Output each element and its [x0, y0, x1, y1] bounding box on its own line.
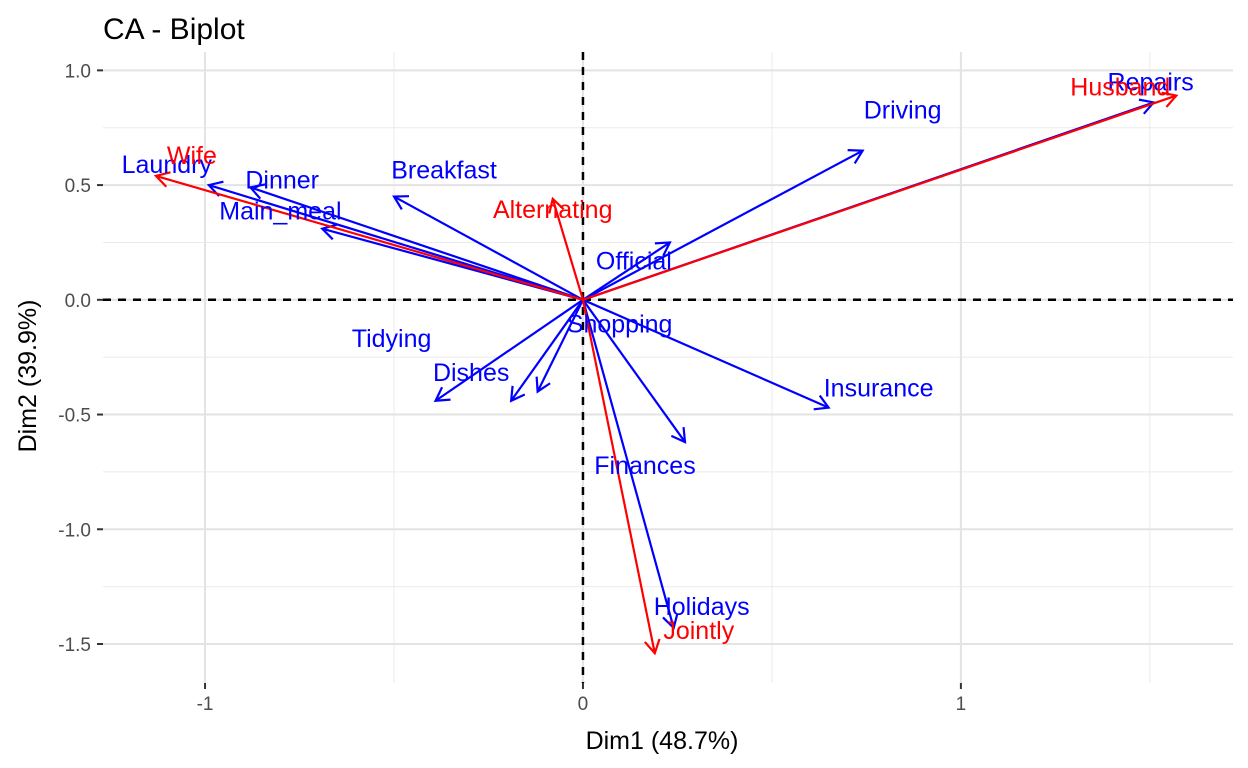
label-holidays: Holidays: [654, 593, 750, 621]
arrowhead-shopping: [535, 376, 551, 394]
y-axis-title: Dim2 (39.9%): [14, 300, 42, 453]
arrowhead-insurance: [813, 394, 831, 411]
arrowhead-husband: [1161, 91, 1179, 108]
label-repairs: Repairs: [1108, 68, 1194, 96]
arrow-jointly: [581, 299, 656, 654]
label-husband: Husband: [1070, 74, 1170, 102]
label-dishes: Dishes: [433, 359, 509, 387]
arrow-husband: [582, 94, 1177, 301]
y-tick-label: -0.5: [58, 406, 91, 427]
label-tidying: Tidying: [352, 325, 432, 353]
arrowhead-driving: [847, 149, 865, 164]
arrowhead-tidying: [433, 386, 451, 403]
arrow-alternating: [551, 198, 585, 301]
arrowhead-official: [654, 241, 672, 257]
label-breakfast: Breakfast: [391, 157, 497, 185]
arrowhead-finances: [670, 427, 687, 444]
arrow-holidays: [581, 299, 675, 629]
y-tick-label: 0.0: [65, 291, 91, 312]
label-jointly: Jointly: [663, 617, 734, 645]
label-shopping: Shopping: [567, 311, 673, 339]
label-alternating: Alternating: [493, 196, 613, 224]
arrow-official: [582, 241, 671, 301]
label-driving: Driving: [864, 97, 942, 125]
arrows: [153, 91, 1179, 656]
label-insurance: Insurance: [824, 375, 934, 403]
arrow-wife: [155, 174, 584, 301]
arrow-driving: [582, 149, 864, 301]
grid-major: [103, 52, 1233, 683]
x-tick-label: -1: [197, 694, 214, 715]
arrowhead-holidays: [662, 613, 679, 631]
y-tick-label: 0.5: [65, 176, 91, 197]
arrow-breakfast: [393, 195, 584, 301]
label-main-meal: Main_meal: [219, 197, 341, 225]
arrowhead-wife: [153, 171, 171, 188]
arrow-main-meal: [250, 186, 584, 301]
arrowhead-main-meal: [248, 183, 266, 200]
arrow-insurance: [582, 298, 830, 409]
axes: 1.0 0.5 0.0 -0.5 -1.0 -1.5 -1 0 1: [58, 61, 966, 715]
arrowhead-breakfast: [392, 195, 410, 210]
x-tick-label: 1: [956, 694, 967, 715]
y-tick-label: -1.5: [58, 635, 91, 656]
arrowhead-dishes: [509, 385, 526, 403]
arrowhead-jointly: [644, 638, 661, 656]
arrow-tidying: [434, 298, 584, 402]
label-laundry: Laundry: [122, 151, 213, 179]
y-tick-label: -1.0: [58, 520, 91, 541]
chart-title: CA - Biplot: [103, 13, 245, 46]
label-official: Official: [596, 247, 672, 275]
label-wife: Wife: [167, 142, 217, 170]
y-tick-label: 1.0: [65, 61, 91, 82]
arrow-finances: [582, 299, 686, 443]
arrow-shopping: [536, 299, 584, 393]
arrowhead-alternating: [548, 196, 565, 214]
label-dinner: Dinner: [245, 167, 319, 195]
label-finances: Finances: [594, 452, 695, 480]
x-axis-title: Dim1 (48.7%): [586, 727, 739, 755]
reference-lines: [103, 52, 1233, 683]
x-tick-label: 0: [578, 694, 589, 715]
arrow-dishes: [510, 299, 584, 402]
grid-minor: [103, 52, 1233, 683]
